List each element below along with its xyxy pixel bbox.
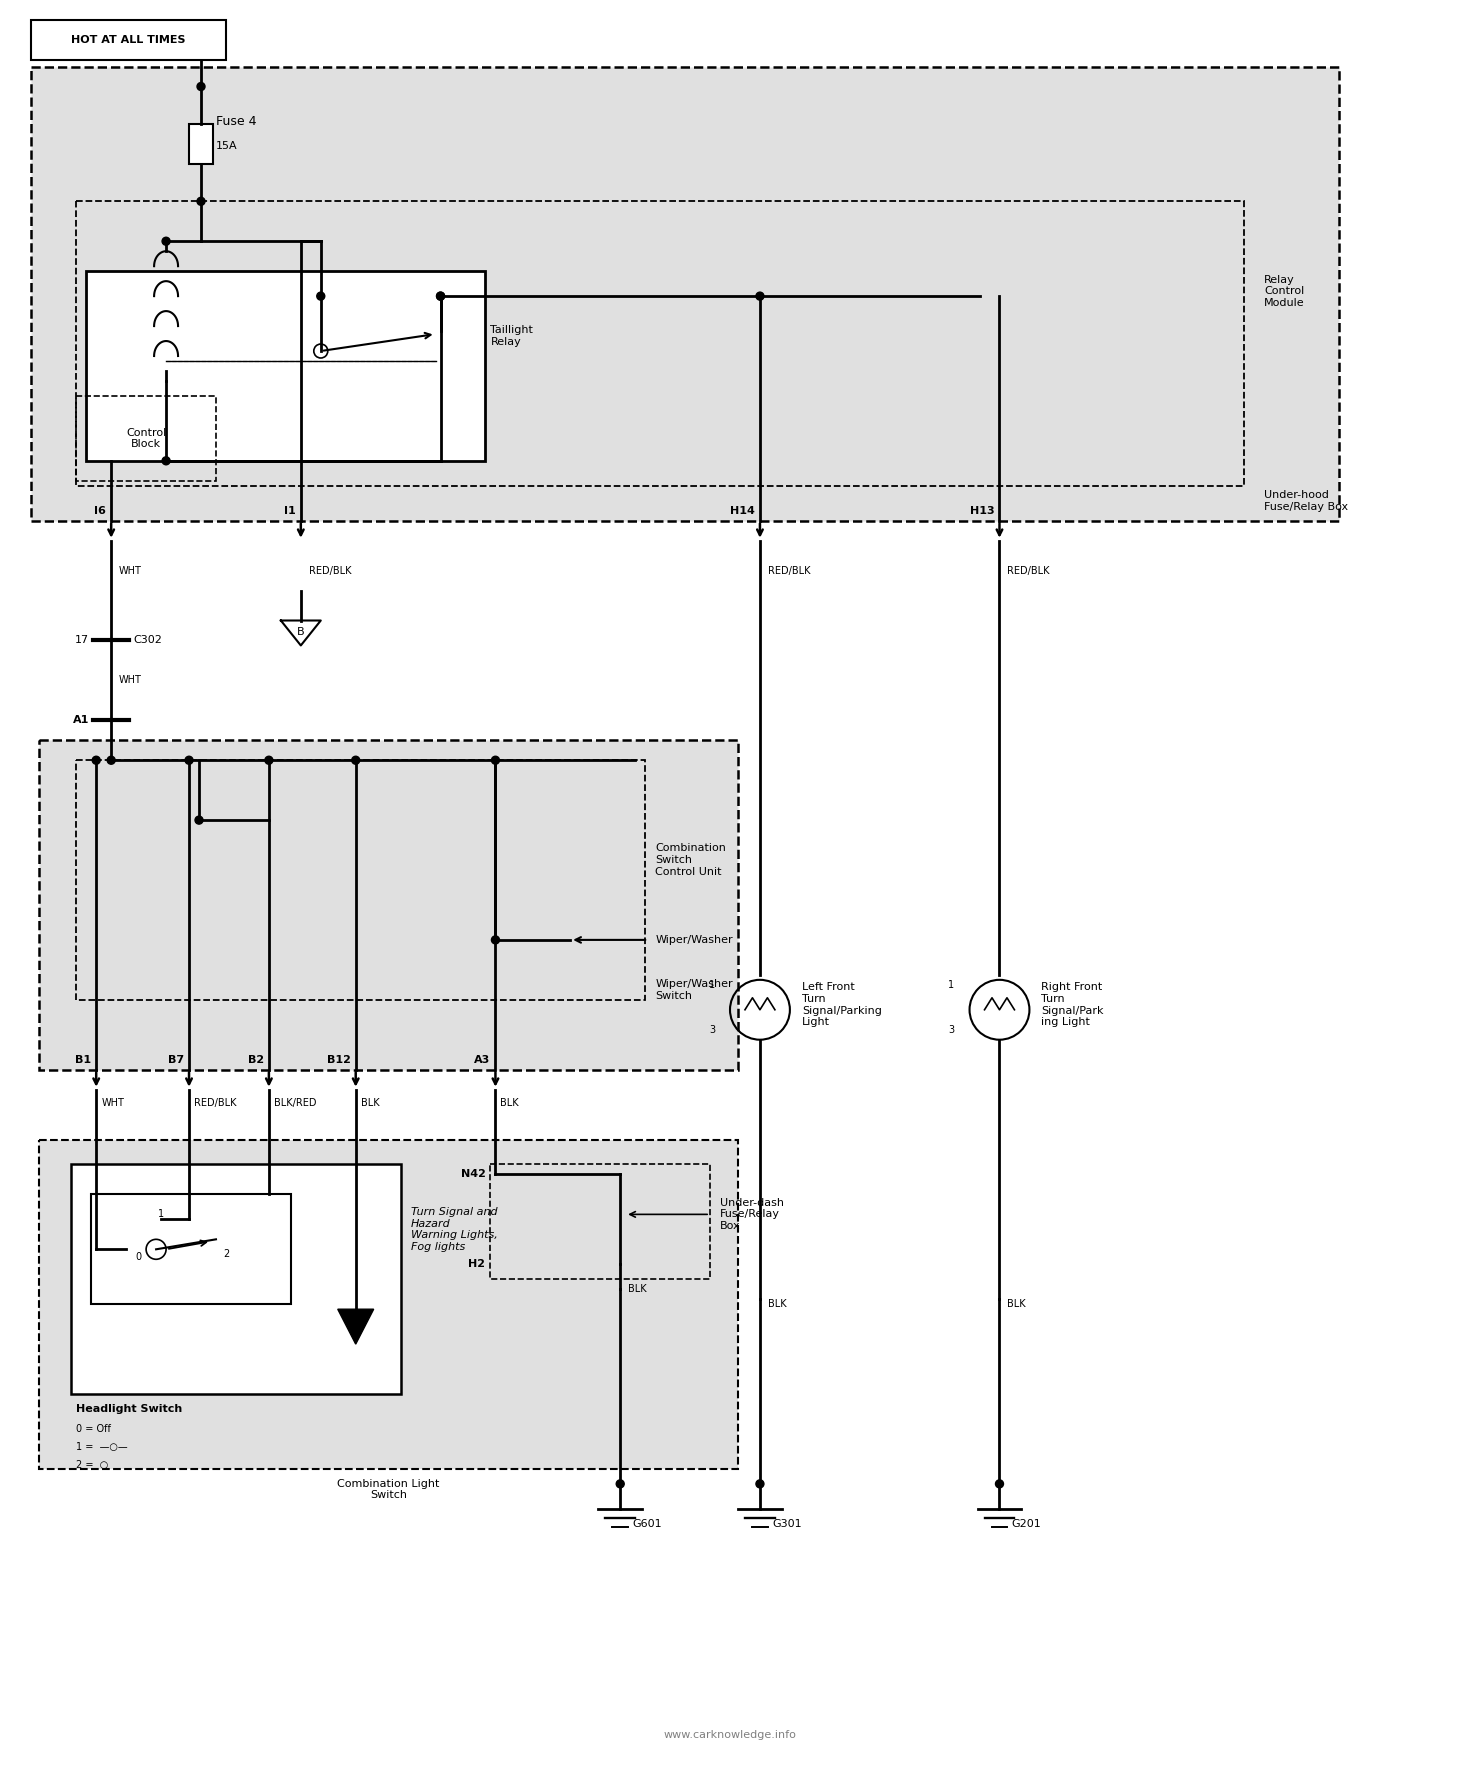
Text: Under-hood
Fuse/Relay Box: Under-hood Fuse/Relay Box — [1264, 489, 1348, 512]
Circle shape — [185, 757, 193, 764]
Circle shape — [197, 197, 204, 206]
Text: Wiper/Washer
Switch: Wiper/Washer Switch — [656, 978, 733, 1001]
Circle shape — [162, 457, 169, 464]
FancyBboxPatch shape — [31, 67, 1339, 521]
Text: Control
Block: Control Block — [126, 427, 166, 448]
Text: B: B — [296, 627, 305, 636]
Circle shape — [197, 83, 204, 90]
Text: BLK: BLK — [501, 1097, 520, 1108]
Text: 0: 0 — [136, 1253, 142, 1262]
FancyBboxPatch shape — [31, 19, 226, 60]
FancyBboxPatch shape — [91, 1194, 291, 1304]
Circle shape — [756, 1480, 764, 1488]
Polygon shape — [337, 1310, 374, 1345]
Text: RED/BLK: RED/BLK — [194, 1097, 237, 1108]
Text: 0 = Off: 0 = Off — [76, 1425, 111, 1434]
Text: H14: H14 — [730, 505, 755, 516]
Text: 3: 3 — [710, 1024, 715, 1035]
FancyBboxPatch shape — [39, 741, 737, 1070]
Text: I1: I1 — [285, 505, 296, 516]
Text: B12: B12 — [327, 1054, 350, 1065]
Text: RED/BLK: RED/BLK — [1007, 565, 1050, 576]
Text: Combination
Switch
Control Unit: Combination Switch Control Unit — [656, 843, 726, 877]
Text: 1: 1 — [949, 980, 955, 991]
FancyBboxPatch shape — [86, 271, 486, 461]
Text: Fuse 4: Fuse 4 — [216, 115, 257, 128]
Text: 2 =  ○: 2 = ○ — [76, 1460, 108, 1471]
Circle shape — [437, 292, 444, 299]
Text: RED/BLK: RED/BLK — [768, 565, 810, 576]
Circle shape — [996, 1480, 1003, 1488]
Text: B1: B1 — [74, 1054, 91, 1065]
Circle shape — [616, 1480, 625, 1488]
Text: WHT: WHT — [120, 565, 142, 576]
Circle shape — [437, 292, 444, 299]
Text: www.carknowledge.info: www.carknowledge.info — [663, 1731, 797, 1740]
Circle shape — [162, 237, 169, 245]
FancyBboxPatch shape — [188, 124, 213, 163]
Text: 2: 2 — [223, 1249, 229, 1260]
FancyBboxPatch shape — [72, 1164, 400, 1395]
Polygon shape — [280, 620, 321, 645]
Circle shape — [492, 757, 499, 764]
Text: C302: C302 — [133, 636, 162, 645]
Text: Right Front
Turn
Signal/Park
ing Light: Right Front Turn Signal/Park ing Light — [1041, 982, 1104, 1028]
Text: 1: 1 — [710, 980, 715, 991]
Text: B7: B7 — [168, 1054, 184, 1065]
Circle shape — [264, 757, 273, 764]
Text: Turn Signal and
Hazard
Warning Lights,
Fog lights: Turn Signal and Hazard Warning Lights, F… — [410, 1207, 498, 1251]
Circle shape — [492, 936, 499, 944]
Circle shape — [107, 757, 115, 764]
Circle shape — [92, 757, 101, 764]
Text: Relay
Control
Module: Relay Control Module — [1264, 275, 1305, 308]
Text: Combination Light
Switch: Combination Light Switch — [337, 1480, 439, 1501]
Text: WHT: WHT — [120, 675, 142, 686]
Text: 3: 3 — [949, 1024, 955, 1035]
Text: BLK: BLK — [1007, 1299, 1026, 1310]
Text: 15A: 15A — [216, 142, 238, 151]
Text: G601: G601 — [632, 1519, 661, 1529]
Text: RED/BLK: RED/BLK — [310, 565, 352, 576]
Text: 1: 1 — [158, 1209, 164, 1219]
Text: Left Front
Turn
Signal/Parking
Light: Left Front Turn Signal/Parking Light — [802, 982, 882, 1028]
Text: BLK/RED: BLK/RED — [274, 1097, 317, 1108]
Text: I6: I6 — [95, 505, 107, 516]
Text: Under-dash
Fuse/Relay
Box: Under-dash Fuse/Relay Box — [720, 1198, 784, 1232]
Text: Headlight Switch: Headlight Switch — [76, 1403, 182, 1414]
Text: HOT AT ALL TIMES: HOT AT ALL TIMES — [72, 35, 185, 44]
Text: WHT: WHT — [101, 1097, 124, 1108]
FancyBboxPatch shape — [39, 1139, 737, 1469]
Text: 17: 17 — [74, 636, 89, 645]
Text: A1: A1 — [73, 716, 89, 725]
Circle shape — [756, 292, 764, 299]
Text: BLK: BLK — [628, 1285, 647, 1294]
Text: Wiper/Washer: Wiper/Washer — [656, 936, 733, 944]
Text: B2: B2 — [248, 1054, 264, 1065]
Text: 1 =  —○—: 1 = —○— — [76, 1442, 128, 1451]
Text: BLK: BLK — [768, 1299, 787, 1310]
Text: BLK: BLK — [361, 1097, 380, 1108]
Text: H13: H13 — [969, 505, 994, 516]
Text: Taillight
Relay: Taillight Relay — [491, 326, 533, 347]
Text: H2: H2 — [469, 1260, 486, 1269]
Text: N42: N42 — [460, 1170, 486, 1180]
Text: G201: G201 — [1012, 1519, 1041, 1529]
Text: G301: G301 — [772, 1519, 802, 1529]
Circle shape — [352, 757, 359, 764]
Circle shape — [196, 817, 203, 824]
Text: A3: A3 — [474, 1054, 491, 1065]
Circle shape — [317, 292, 324, 299]
